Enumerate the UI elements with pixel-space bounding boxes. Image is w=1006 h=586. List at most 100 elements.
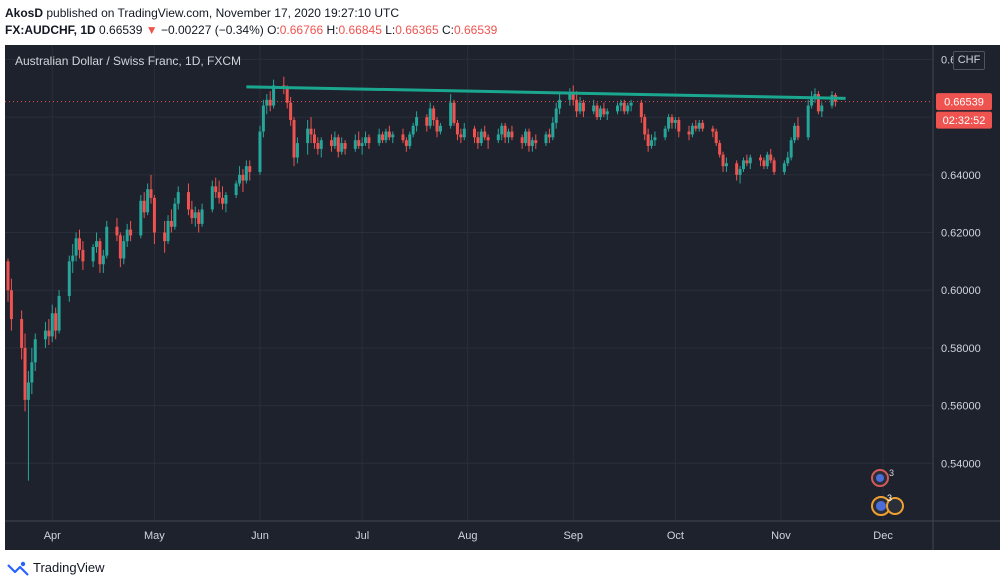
currency-badge[interactable]: CHF: [953, 51, 985, 70]
candle: [81, 241, 85, 271]
candle-body: [500, 125, 504, 135]
chart-pane[interactable]: 0.54000 0.56000 0.58000 0.60000 0.62000 0.640…: [5, 45, 1000, 550]
candle: [33, 333, 37, 371]
candle-body: [258, 131, 262, 172]
candle: [714, 128, 718, 146]
candle-body: [353, 140, 357, 149]
candle-body: [122, 241, 126, 259]
candle: [530, 137, 534, 152]
candle-body: [248, 166, 252, 172]
candle: [319, 137, 323, 158]
candle-body: [714, 131, 718, 144]
event-flag-icon[interactable]: [886, 497, 904, 515]
y-tick-label: 0.60000: [941, 285, 981, 297]
candle: [166, 215, 170, 245]
candle-body: [292, 120, 296, 158]
candle: [224, 192, 228, 213]
candle: [78, 229, 82, 259]
candle-body: [67, 261, 71, 296]
candle: [415, 111, 419, 132]
author-name[interactable]: AkosD: [5, 6, 44, 20]
candle: [558, 94, 562, 115]
y-tick-label: 0.54000: [941, 458, 981, 470]
candle: [670, 114, 674, 129]
candle: [615, 102, 619, 115]
candle-body: [701, 122, 705, 129]
candle: [425, 114, 429, 132]
candle: [629, 99, 633, 112]
candle-body: [381, 134, 385, 141]
x-tick-label: Nov: [771, 530, 791, 542]
candle: [163, 220, 167, 253]
candle: [404, 137, 408, 152]
candle-body: [496, 134, 500, 141]
candle: [6, 258, 10, 302]
candle-body: [571, 94, 575, 100]
candle-body: [711, 128, 715, 132]
candle: [43, 321, 47, 348]
candle-body: [415, 117, 419, 126]
candle: [152, 195, 156, 245]
candle-body: [765, 154, 769, 167]
candle-body: [598, 108, 602, 118]
candle: [721, 151, 725, 172]
event-count-top: 3: [889, 468, 894, 478]
candles: [6, 76, 837, 481]
candle: [452, 99, 456, 126]
time-axis[interactable]: Apr May Jun Jul Aug Sep Oct Nov Dec: [44, 530, 894, 542]
candle-body: [408, 134, 412, 146]
candle-body: [241, 174, 245, 181]
candle: [142, 192, 146, 219]
published-on-text: published on TradingView.com, November 1…: [46, 6, 400, 20]
candlestick-chart[interactable]: 0.54000 0.56000 0.58000 0.60000 0.62000 0.640…: [5, 45, 1000, 550]
candle: [813, 88, 817, 103]
candle: [622, 99, 626, 115]
candle-body: [149, 189, 153, 198]
x-tick-label: Jun: [251, 530, 269, 542]
candle: [95, 232, 99, 253]
candle-body: [387, 131, 391, 138]
candle: [146, 183, 150, 216]
candle-body: [449, 102, 453, 126]
candle-body: [554, 108, 558, 123]
candle-body: [357, 140, 361, 146]
candle: [105, 220, 109, 259]
candle: [772, 157, 776, 175]
candle: [217, 180, 221, 204]
candle-body: [105, 226, 109, 256]
candle: [122, 235, 126, 265]
candle-body: [745, 160, 749, 164]
candle: [806, 99, 810, 141]
candle: [476, 131, 480, 149]
candle: [677, 117, 681, 138]
candle-body: [581, 102, 585, 112]
candle-body: [806, 105, 810, 138]
tradingview-brand[interactable]: TradingView: [33, 560, 105, 575]
candle: [360, 137, 364, 155]
candle: [449, 94, 453, 129]
candle-body: [224, 195, 228, 204]
candle: [711, 125, 715, 138]
candle-body: [401, 134, 405, 141]
candle: [57, 290, 61, 334]
candle-body: [578, 102, 582, 112]
candle: [568, 88, 572, 106]
x-tick-label: Jul: [355, 530, 369, 542]
candle-body: [343, 143, 347, 149]
candle-body: [221, 197, 225, 204]
tradingview-logo-icon[interactable]: [7, 560, 29, 576]
candle: [26, 370, 30, 481]
candle-body: [101, 255, 105, 265]
candle-body: [115, 226, 119, 236]
resistance-trendline[interactable]: [246, 85, 846, 100]
candle-body: [697, 122, 701, 129]
candle: [118, 232, 122, 268]
candle-body: [234, 183, 238, 196]
candle: [241, 169, 245, 193]
candle: [694, 120, 698, 132]
low-label: L:: [385, 23, 396, 37]
candle: [520, 134, 524, 149]
candle: [571, 85, 575, 106]
economic-events[interactable]: 3 3: [871, 468, 904, 516]
candle: [820, 102, 824, 118]
